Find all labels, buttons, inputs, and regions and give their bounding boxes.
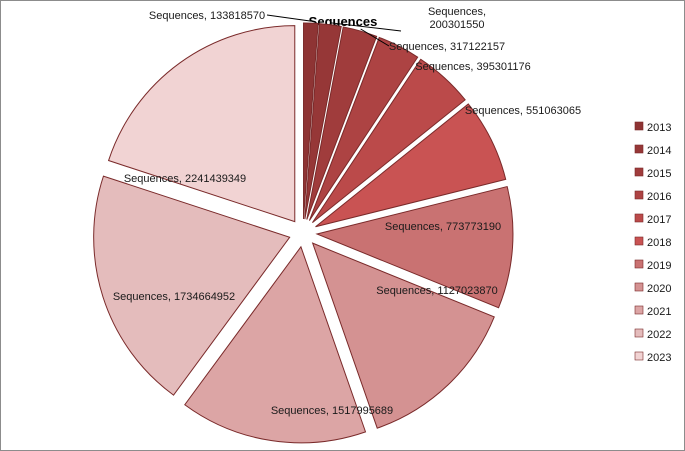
pie-slice-2015 (306, 26, 378, 220)
leader-line-2013 (266, 14, 312, 22)
legend-swatch-2016 (634, 190, 644, 200)
data-label-2021: Sequences, 1734664952 (113, 291, 235, 303)
data-label-2013: Sequences, 133818570 (149, 10, 265, 22)
pie-slice-2018 (315, 103, 507, 228)
legend-swatch-2022 (634, 328, 644, 338)
data-label-2018: Sequences, 773773190 (385, 221, 501, 233)
data-label-2014: Sequences, 200301550 (428, 6, 486, 31)
legend-label-2017: 2017 (647, 214, 671, 226)
legend-label-2022: 2022 (647, 329, 671, 341)
legend-swatch-2013 (634, 121, 644, 131)
legend-label-2015: 2015 (647, 168, 671, 180)
pie-slice-2013 (303, 22, 319, 220)
data-label-2016: Sequences, 395301176 (415, 61, 530, 73)
data-labels: Sequences, 133818570 Sequences, 200301550 S… (113, 6, 581, 417)
leader-lines (266, 14, 402, 47)
legend: 2013 2014 2015 2016 2017 2018 2019 2020 2021 2022… (634, 121, 671, 364)
legend-swatch-2021 (634, 305, 644, 315)
pie-slice-2017 (312, 58, 466, 224)
legend-swatch-2019 (634, 259, 644, 269)
legend-label-2023: 2023 (647, 352, 671, 364)
legend-swatch-2014 (634, 144, 644, 154)
pie-slice-2022 (93, 175, 291, 396)
pie-slices (93, 22, 514, 444)
data-label-2022: Sequences, 2241439349 (124, 173, 246, 185)
legend-swatch-2015 (634, 167, 644, 177)
pie-slice-2019 (315, 185, 514, 309)
pie-slice-2021 (184, 245, 367, 444)
data-label-2015: Sequences, 317122157 (389, 41, 505, 53)
legend-label-2020: 2020 (647, 283, 671, 295)
legend-label-2021: 2021 (647, 306, 671, 318)
legend-swatch-2020 (634, 282, 644, 292)
legend-swatch-2023 (634, 351, 644, 361)
data-label-2017: Sequences, 551063065 (465, 105, 581, 117)
legend-label-2014: 2014 (647, 145, 671, 157)
legend-label-2019: 2019 (647, 260, 671, 272)
legend-label-2013: 2013 (647, 122, 671, 134)
leader-line-2015 (360, 28, 390, 47)
legend-swatch-2017 (634, 213, 644, 223)
leader-line-2014 (330, 22, 402, 32)
data-label-2019: Sequences, 1127023870 (376, 285, 498, 297)
pie-slice-2020 (311, 242, 495, 429)
pie-slice-2016 (308, 36, 419, 221)
pie-slice-2014 (304, 23, 342, 220)
legend-swatch-2018 (634, 236, 644, 246)
data-label-2020: Sequences, 1517995689 (271, 405, 393, 417)
legend-label-2016: 2016 (647, 191, 671, 203)
legend-label-2018: 2018 (647, 237, 671, 249)
pie-slice-2023 (107, 25, 296, 223)
